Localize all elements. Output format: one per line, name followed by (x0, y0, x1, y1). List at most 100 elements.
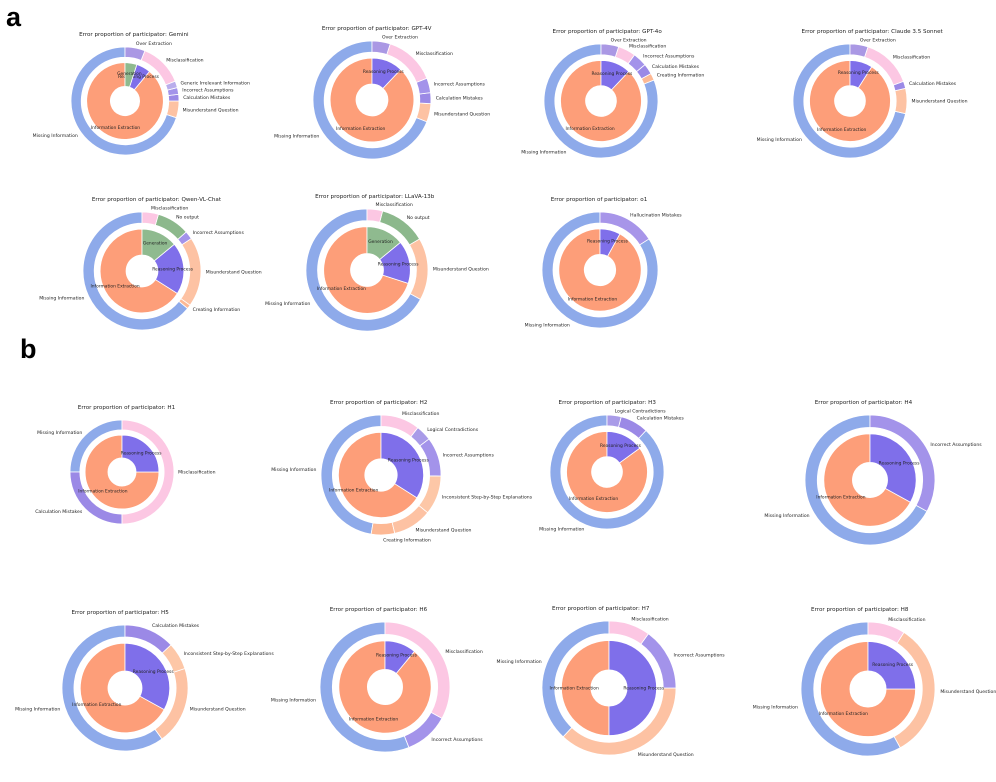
outer-label-incorrect-assumptions: Incorrect Assumptions (434, 82, 486, 88)
inner-label-information-extraction: Information Extraction (329, 488, 378, 494)
inner-wedge-information-extraction (823, 433, 911, 527)
outer-wedge-incorrect-assumptions (869, 414, 936, 512)
outer-label-calculation-mistakes: Calculation Mistakes (652, 64, 700, 70)
inner-label-information-extraction: Information Extraction (817, 127, 866, 133)
inner-label-information-extraction: Information Extraction (90, 283, 139, 289)
outer-label-misclassification: Misclassification (629, 44, 666, 50)
outer-label-no-output: No output (176, 215, 199, 221)
outer-wedge-calculation-mistakes (418, 92, 432, 105)
inner-wedge-information-extraction (79, 642, 165, 734)
panel-letter-b: b (20, 334, 37, 364)
inner-label-information-extraction: Information Extraction (72, 702, 121, 708)
inner-label-information-extraction: Information Extraction (336, 126, 385, 132)
outer-label-misunderstand-question: Misunderstand Question (416, 527, 472, 533)
outer-label-missing-information: Missing Information (37, 430, 82, 436)
nested-pie-chart: Error proportion of participator: LLaVA-… (265, 194, 489, 332)
chart-title: Error proportion of participator: H8 (811, 607, 909, 613)
chart-title: Error proportion of participator: o1 (551, 197, 648, 203)
inner-label-information-extraction: Information Extraction (816, 495, 865, 501)
outer-label-creating-information: Creating Information (193, 307, 241, 313)
outer-wedge-misclassification (608, 620, 649, 645)
inner-wedge-information-extraction (329, 57, 415, 143)
outer-label-creating-information: Creating Information (657, 72, 705, 78)
chart-title: Error proportion of participator: H1 (78, 405, 176, 411)
outer-label-over-extraction: Over Extraction (136, 41, 172, 47)
outer-label-misunderstand-question: Misunderstand Question (183, 108, 239, 114)
outer-wedge-misclassification (867, 621, 905, 644)
outer-label-misclassification: Misclassification (888, 617, 925, 623)
outer-label-calculation-mistakes: Calculation Mistakes (35, 509, 83, 515)
inner-wedge-reasoning-process (869, 433, 917, 503)
inner-label-information-extraction: Information Extraction (78, 489, 127, 495)
inner-label-information-extraction: Information Extraction (819, 711, 868, 717)
inner-label-generation: Generation (143, 241, 168, 247)
chart-title: Error proportion of participator: LLaVA-… (315, 194, 435, 200)
inner-wedge-reasoning-process (849, 60, 873, 89)
outer-label-generic-irrelevant-information: Generic Irrelevant Information (180, 80, 250, 86)
outer-label-missing-information: Missing Information (274, 133, 319, 139)
inner-label-reasoning-process: Reasoning Process (623, 686, 665, 692)
outer-wedge-misclassification (121, 419, 175, 525)
outer-label-calculation-mistakes: Calculation Mistakes (152, 623, 200, 629)
outer-label-missing-information: Missing Information (15, 707, 60, 713)
outer-label-missing-information: Missing Information (271, 467, 316, 473)
outer-label-misclassification: Misclassification (166, 57, 203, 63)
inner-wedge-information-extraction (561, 640, 610, 736)
inner-wedge-reasoning-process (867, 641, 916, 690)
outer-label-creating-information: Creating Information (383, 537, 431, 543)
outer-label-misclassification: Misclassification (445, 649, 482, 655)
chart-title: Error proportion of participator: H4 (815, 400, 913, 406)
chart-title: Error proportion of participator: H7 (552, 606, 650, 612)
outer-label-misclassification: Misclassification (416, 51, 453, 57)
outer-label-misunderstand-question: Misunderstand Question (434, 111, 490, 117)
outer-label-calculation-mistakes: Calculation Mistakes (183, 95, 231, 101)
inner-label-reasoning-process: Reasoning Process (872, 662, 914, 668)
inner-label-information-extraction: Information Extraction (550, 686, 599, 692)
outer-label-missing-information: Missing Information (539, 527, 584, 533)
inner-wedge-information-extraction (84, 434, 160, 510)
outer-label-calculation-mistakes: Calculation Mistakes (637, 416, 685, 422)
inner-wedge-reasoning-process (608, 640, 657, 736)
outer-label-misunderstand-question: Misunderstand Question (433, 266, 489, 272)
inner-wedge-reasoning-process (599, 228, 621, 257)
inner-label-reasoning-process: Reasoning Process (378, 262, 420, 268)
outer-wedge-misunderstand-question (894, 87, 908, 115)
outer-label-no-output: No output (407, 215, 430, 221)
inner-label-reasoning-process: Reasoning Process (879, 460, 921, 466)
outer-wedge-missing-information (800, 621, 901, 757)
inner-label-reasoning-process: Reasoning Process (388, 457, 430, 463)
outer-label-incorrect-assumptions: Incorrect Assumptions (643, 54, 695, 60)
outer-label-missing-information: Missing Information (757, 137, 802, 143)
outer-label-missing-information: Missing Information (271, 698, 316, 704)
outer-label-misunderstand-question: Misunderstand Question (912, 99, 968, 105)
outer-label-calculation-mistakes: Calculation Mistakes (909, 81, 957, 87)
outer-wedge-misclassification (141, 211, 159, 226)
inner-label-reasoning-process: Reasoning Process (363, 69, 405, 75)
outer-wedge-over-extraction (600, 43, 620, 58)
outer-wedge-misunderstand-question (408, 238, 429, 300)
outer-wedge-logical-contradictions (606, 414, 622, 428)
nested-pie-chart: Error proportion of participator: H1 Miss… (35, 405, 216, 525)
inner-label-reasoning-process: Reasoning Process (152, 267, 194, 273)
chart-title: Error proportion of participator: H2 (330, 400, 427, 406)
outer-label-incorrect-assumptions: Incorrect Assumptions (930, 442, 982, 448)
outer-label-missing-information: Missing Information (33, 133, 78, 139)
outer-wedge-over-extraction (124, 46, 146, 61)
inner-wedge-information-extraction (86, 62, 164, 140)
inner-wedge-generation (124, 62, 138, 88)
inner-label-information-extraction: Information Extraction (568, 297, 617, 303)
inner-wedge-information-extraction (820, 641, 916, 737)
inner-wedge-reasoning-process (600, 60, 630, 91)
outer-label-missing-information: Missing Information (764, 513, 809, 519)
outer-label-over-extraction: Over Extraction (611, 38, 647, 44)
inner-wedge-information-extraction (560, 60, 642, 142)
inner-label-generation: Generation (368, 239, 393, 245)
nested-pie-chart: Error proportion of participator: o1 Miss… (525, 197, 683, 328)
outer-label-missing-information: Missing Information (497, 659, 542, 665)
outer-wedge-over-extraction (849, 43, 869, 58)
outer-label-calculation-mistakes: Calculation Mistakes (436, 95, 484, 101)
outer-label-misclassification: Misclassification (178, 470, 215, 476)
nested-pie-chart: Error proportion of participator: H3 Miss… (539, 400, 684, 533)
outer-label-misunderstand-question: Misunderstand Question (190, 707, 246, 713)
inner-wedge-reasoning-process (384, 640, 415, 675)
